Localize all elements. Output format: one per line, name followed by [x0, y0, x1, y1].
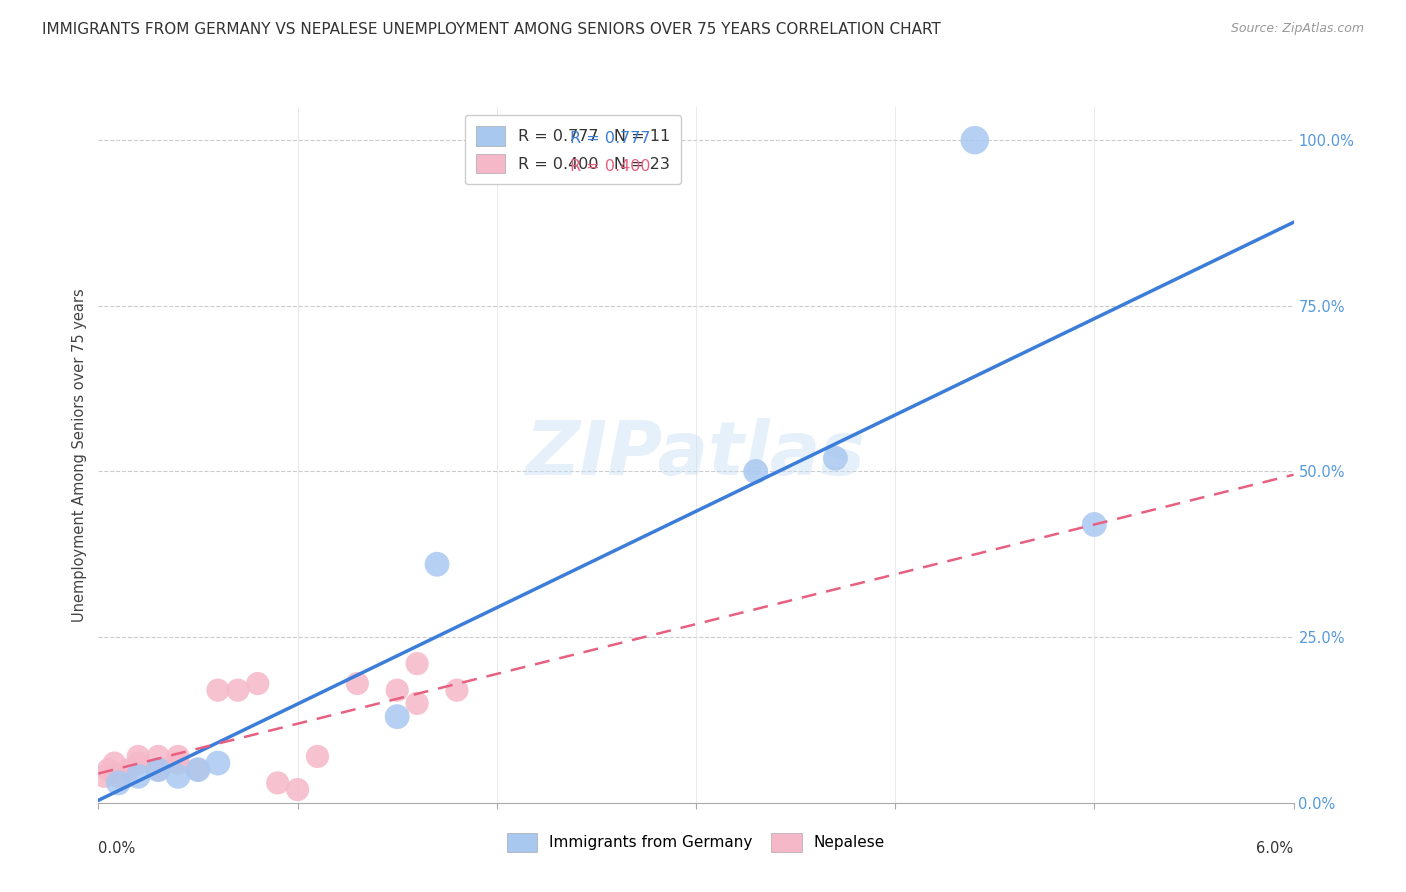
Point [148, 749, 170, 764]
Point [267, 776, 290, 790]
Point [307, 749, 329, 764]
Text: R = 0.400: R = 0.400 [571, 159, 651, 174]
Text: 6.0%: 6.0% [1257, 841, 1294, 856]
Point [385, 683, 409, 698]
Text: R = 0.777: R = 0.777 [571, 131, 651, 146]
Point [93, 769, 115, 783]
Text: 0.0%: 0.0% [98, 841, 135, 856]
Y-axis label: Unemployment Among Seniors over 75 years: Unemployment Among Seniors over 75 years [72, 288, 87, 622]
Point [207, 756, 229, 770]
Point [346, 676, 368, 690]
Point [824, 451, 846, 466]
Point [426, 558, 449, 572]
Text: IMMIGRANTS FROM GERMANY VS NEPALESE UNEMPLOYMENT AMONG SENIORS OVER 75 YEARS COR: IMMIGRANTS FROM GERMANY VS NEPALESE UNEM… [42, 22, 941, 37]
Point [167, 769, 190, 783]
Text: Source: ZipAtlas.com: Source: ZipAtlas.com [1230, 22, 1364, 36]
Point [97, 763, 120, 777]
Point [745, 465, 768, 479]
Point [187, 763, 209, 777]
Point [446, 683, 468, 698]
Text: ZIPatlas: ZIPatlas [526, 418, 866, 491]
Point [117, 763, 139, 777]
Point [963, 133, 986, 147]
Point [1083, 517, 1105, 532]
Point [127, 769, 149, 783]
Point [226, 683, 249, 698]
Point [103, 756, 125, 770]
Point [187, 763, 209, 777]
Point [148, 763, 170, 777]
Point [107, 769, 129, 783]
Point [127, 756, 149, 770]
Point [127, 749, 149, 764]
Point [107, 776, 129, 790]
Legend: Immigrants from Germany, Nepalese: Immigrants from Germany, Nepalese [501, 827, 891, 858]
Point [246, 676, 269, 690]
Point [406, 657, 429, 671]
Point [167, 756, 190, 770]
Point [167, 749, 190, 764]
Point [287, 782, 309, 797]
Point [148, 763, 170, 777]
Point [385, 709, 409, 723]
Point [207, 683, 229, 698]
Point [406, 697, 429, 711]
